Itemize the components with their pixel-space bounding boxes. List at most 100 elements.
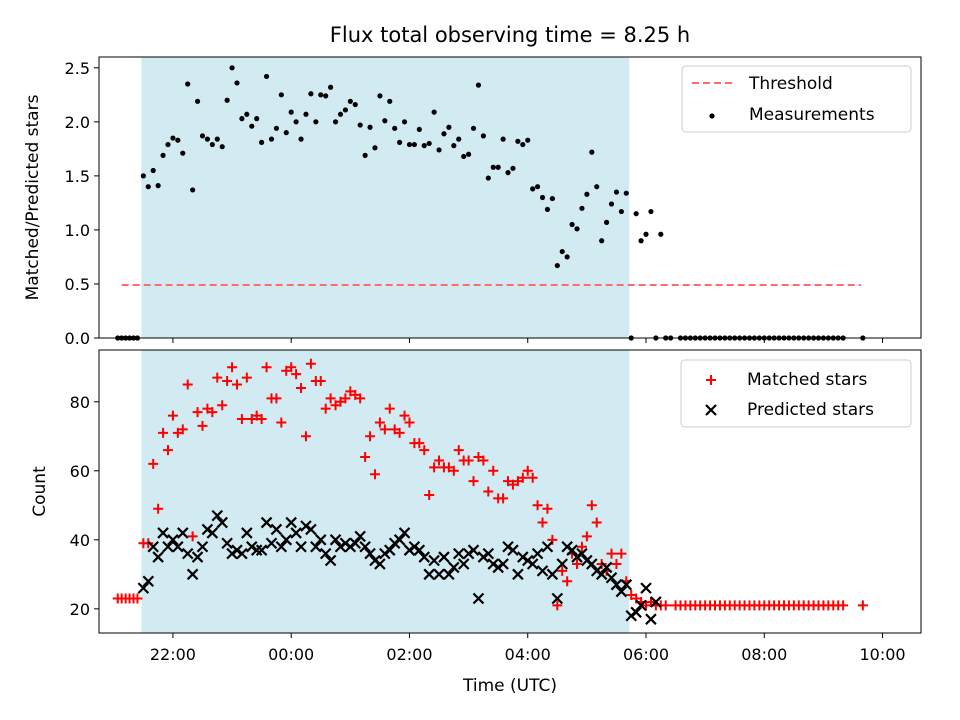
measurement-point bbox=[495, 164, 501, 170]
measurement-point bbox=[539, 194, 546, 201]
measurement-point bbox=[362, 152, 368, 158]
predicted-star-point bbox=[265, 537, 278, 550]
measurement-point bbox=[633, 211, 639, 217]
top-legend-box bbox=[681, 65, 912, 133]
measurement-point bbox=[564, 254, 570, 260]
matched-star-point bbox=[557, 565, 568, 576]
measurement-point bbox=[140, 173, 146, 179]
measurement-point bbox=[456, 136, 462, 142]
measurement-points bbox=[115, 65, 866, 341]
measurement-point bbox=[219, 144, 225, 150]
predicted-star-point bbox=[305, 523, 317, 536]
measurement-point bbox=[421, 143, 427, 149]
predicted-star-point bbox=[482, 547, 495, 560]
measurement-point bbox=[431, 109, 437, 115]
measurement-point bbox=[461, 153, 467, 160]
predicted-star-point bbox=[546, 568, 559, 581]
count-points bbox=[112, 358, 868, 625]
matched-star-point bbox=[197, 420, 208, 431]
measurement-point bbox=[150, 167, 156, 174]
measurement-point bbox=[214, 136, 220, 142]
measurement-point bbox=[224, 97, 230, 103]
measurement-point bbox=[500, 136, 506, 142]
x-tick-label: 00:00 bbox=[268, 645, 314, 664]
matched-star-point bbox=[300, 431, 311, 442]
predicted-star-point bbox=[349, 537, 362, 550]
predicted-star-point bbox=[324, 554, 337, 567]
matched-star-point bbox=[148, 458, 159, 469]
bottom-legend-box bbox=[680, 359, 912, 428]
predicted-star-point bbox=[181, 547, 194, 560]
measurement-point bbox=[209, 141, 215, 148]
predicted-star-point bbox=[241, 527, 253, 539]
predicted-star-point bbox=[216, 516, 228, 529]
predicted-star-point bbox=[610, 578, 623, 591]
x-axis-label: Time (UTC) bbox=[462, 676, 557, 696]
predicted-star-point bbox=[526, 558, 539, 570]
measurement-point bbox=[475, 82, 482, 88]
legend-predicted-swatch bbox=[705, 404, 717, 416]
measurement-point bbox=[490, 164, 496, 170]
measurement-point bbox=[298, 136, 304, 142]
measurement-point bbox=[273, 125, 280, 131]
matched-star-point bbox=[212, 372, 223, 383]
predicted-star-point bbox=[250, 544, 263, 556]
predicted-star-point bbox=[586, 558, 598, 570]
predicted-star-point bbox=[413, 544, 426, 556]
matched-star-point bbox=[414, 438, 425, 449]
matched-star-point bbox=[325, 393, 336, 404]
measurement-point bbox=[278, 92, 284, 98]
predicted-star-point bbox=[423, 568, 435, 581]
predicted-star-point bbox=[448, 561, 460, 574]
legend-measurements-swatch bbox=[709, 113, 715, 119]
matched-star-point bbox=[227, 362, 238, 373]
predicted-star-point bbox=[176, 527, 189, 539]
measurement-point bbox=[175, 137, 181, 143]
matched-star-point bbox=[857, 600, 868, 611]
matched-star-point bbox=[374, 417, 385, 428]
matched-star-point bbox=[586, 500, 597, 511]
matched-star-point bbox=[162, 445, 173, 456]
measurement-point bbox=[466, 151, 472, 157]
matched-star-point bbox=[241, 372, 252, 383]
measurement-point bbox=[337, 111, 344, 117]
measurement-point bbox=[352, 101, 358, 108]
predicted-star-point bbox=[507, 544, 519, 556]
measurement-point bbox=[525, 137, 531, 143]
chart-title: Flux total observing time = 8.25 h bbox=[330, 23, 690, 47]
predicted-star-point bbox=[152, 551, 164, 563]
measurement-point bbox=[382, 118, 388, 124]
measurement-point bbox=[554, 262, 560, 269]
matched-star-point bbox=[379, 424, 390, 435]
matched-star-point bbox=[158, 427, 169, 438]
measurement-point bbox=[480, 133, 486, 139]
matched-star-point bbox=[276, 417, 287, 428]
measurement-point bbox=[613, 189, 620, 195]
predicted-star-point bbox=[167, 534, 179, 546]
predicted-star-point bbox=[457, 558, 470, 570]
measurement-point bbox=[288, 109, 294, 115]
predicted-star-point bbox=[295, 540, 307, 553]
measurement-point bbox=[234, 80, 240, 86]
measurement-point bbox=[618, 208, 624, 215]
predicted-star-point bbox=[147, 540, 159, 553]
matched-star-point bbox=[429, 462, 440, 473]
measurement-point bbox=[313, 119, 319, 125]
measurement-point bbox=[510, 165, 516, 171]
predicted-star-point bbox=[541, 540, 554, 553]
matched-star-point bbox=[291, 369, 302, 380]
matched-star-point bbox=[448, 465, 459, 476]
matched-star-point bbox=[424, 489, 435, 500]
predicted-star-point bbox=[605, 572, 618, 584]
matched-star-point bbox=[434, 455, 445, 466]
matched-star-point bbox=[365, 431, 376, 442]
matched-star-point bbox=[369, 469, 380, 480]
measurement-point bbox=[254, 116, 260, 122]
predicted-star-point bbox=[290, 527, 302, 539]
matched-star-point bbox=[576, 541, 587, 552]
legend-threshold-label: Threshold bbox=[748, 74, 833, 94]
measurement-point bbox=[180, 150, 186, 156]
measurement-point bbox=[638, 238, 644, 244]
measurement-point bbox=[515, 138, 521, 144]
